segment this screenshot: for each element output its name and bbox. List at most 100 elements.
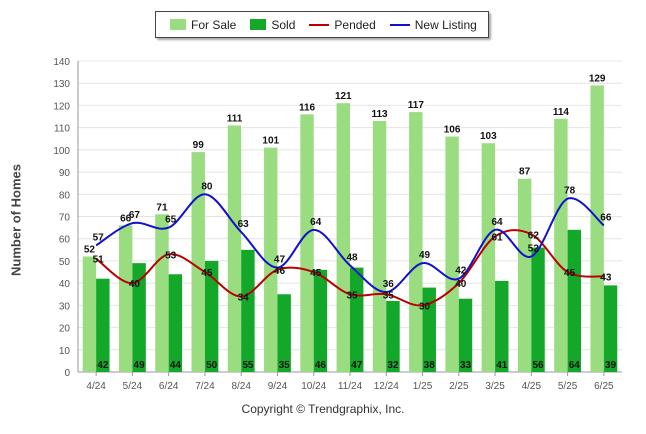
data-label-pended: 35: [383, 290, 395, 301]
x-tick-label: 6/24: [159, 381, 179, 392]
data-label-sold: 47: [351, 360, 363, 371]
data-label-sold: 46: [315, 360, 327, 371]
bar-for-sale: [227, 125, 242, 373]
data-label-new-listing: 64: [492, 217, 504, 228]
bar-sold: [313, 269, 328, 372]
data-label-sold: 50: [206, 360, 218, 371]
legend-label-pended: Pended: [334, 17, 376, 32]
legend-item-for-sale[interactable]: For Sale: [170, 18, 236, 32]
y-tick-label: 80: [59, 190, 71, 201]
legend-label-sold: Sold: [271, 17, 296, 32]
x-tick-label: 12/24: [374, 381, 399, 392]
legend-swatch-pended: [309, 23, 330, 26]
x-tick-label: 6/25: [594, 381, 614, 392]
data-label-new-listing: 66: [600, 212, 612, 223]
bar-sold: [168, 274, 183, 372]
data-label-new-listing: 47: [274, 255, 286, 266]
data-label-pended: 45: [310, 268, 322, 279]
y-tick-label: 140: [53, 57, 70, 68]
data-label-new-listing: 67: [129, 210, 141, 221]
legend-item-new-listing[interactable]: New Listing: [389, 17, 477, 32]
data-label-for-sale: 101: [262, 136, 279, 147]
x-tick-label: 7/24: [195, 381, 215, 392]
data-label-for-sale: 116: [299, 102, 316, 113]
bar-for-sale: [409, 112, 423, 372]
data-label-sold: 42: [97, 360, 109, 371]
data-label-for-sale: 111: [227, 113, 243, 124]
data-label-new-listing: 63: [238, 219, 250, 230]
bar-for-sale: [517, 178, 532, 372]
bar-sold: [531, 247, 545, 372]
bar-sold: [277, 294, 291, 372]
data-label-for-sale: 66: [120, 213, 132, 224]
data-label-pended: 40: [455, 279, 467, 290]
y-tick-label: 110: [54, 124, 70, 135]
legend-item-pended[interactable]: Pended: [309, 17, 376, 32]
data-label-pended: 53: [165, 250, 177, 261]
data-label-new-listing: 52: [528, 243, 540, 254]
bar-for-sale: [300, 114, 314, 373]
data-label-new-listing: 42: [455, 266, 467, 277]
copyright-text: Copyright © Trendgraphix, Inc.: [241, 402, 405, 416]
data-label-new-listing: 65: [165, 215, 177, 226]
x-tick-label: 4/25: [522, 381, 542, 392]
bar-for-sale: [264, 147, 278, 372]
data-label-pended: 34: [238, 292, 250, 303]
bar-for-sale: [554, 118, 568, 372]
bar-for-sale: [118, 225, 133, 372]
data-label-pended: 46: [274, 266, 286, 277]
data-label-for-sale: 52: [84, 244, 96, 255]
data-label-new-listing: 57: [93, 232, 105, 243]
bar-sold: [458, 298, 473, 372]
data-label-sold: 44: [170, 360, 182, 371]
bar-for-sale: [82, 256, 97, 372]
data-label-for-sale: 114: [553, 107, 570, 118]
bar-for-sale: [372, 120, 387, 372]
data-label-sold: 56: [532, 360, 544, 371]
x-tick-label: 5/24: [123, 381, 143, 392]
bar-for-sale: [445, 136, 459, 372]
legend-item-sold[interactable]: Sold: [250, 18, 295, 32]
legend-swatch-for-sale: [170, 19, 186, 30]
data-label-sold: 35: [279, 360, 291, 371]
data-label-for-sale: 106: [444, 125, 461, 136]
legend-label-new-listing: New Listing: [414, 17, 477, 32]
y-tick-label: 90: [59, 168, 71, 179]
x-tick-label: 10/24: [301, 381, 326, 392]
bar-for-sale: [191, 152, 205, 372]
data-label-pended: 62: [528, 230, 540, 241]
bar-sold: [386, 300, 400, 372]
y-tick-label: 130: [53, 79, 70, 90]
bar-for-sale: [590, 85, 604, 372]
data-label-sold: 38: [424, 360, 436, 371]
y-tick-label: 70: [59, 213, 71, 224]
bar-sold: [350, 267, 364, 372]
y-tick-label: 10: [59, 346, 71, 357]
bar-for-sale: [336, 103, 350, 372]
legend-swatch-new-listing: [389, 23, 410, 26]
data-label-sold: 33: [460, 360, 472, 371]
data-label-for-sale: 117: [408, 100, 425, 111]
data-label-for-sale: 99: [193, 140, 205, 151]
legend: For Sale Sold Pended New Listing: [155, 11, 489, 38]
data-label-for-sale: 129: [589, 73, 606, 84]
data-label-sold: 32: [387, 360, 399, 371]
data-label-sold: 39: [605, 360, 617, 371]
bar-sold: [495, 280, 509, 372]
x-tick-label: 1/25: [413, 381, 433, 392]
data-label-new-listing: 36: [383, 279, 395, 290]
x-tick-label: 9/24: [268, 381, 288, 392]
data-label-sold: 55: [242, 360, 254, 371]
data-label-pended: 43: [600, 272, 612, 283]
x-tick-label: 5/25: [558, 381, 578, 392]
legend-label-for-sale: For Sale: [191, 17, 237, 32]
data-label-for-sale: 87: [519, 167, 531, 178]
data-label-pended: 30: [419, 301, 431, 312]
series-line-pended: [95, 229, 604, 307]
bar-for-sale: [481, 143, 496, 372]
data-label-pended: 35: [346, 290, 358, 301]
data-label-for-sale: 71: [156, 202, 168, 213]
data-label-sold: 49: [134, 360, 146, 371]
data-label-new-listing: 49: [419, 250, 431, 261]
